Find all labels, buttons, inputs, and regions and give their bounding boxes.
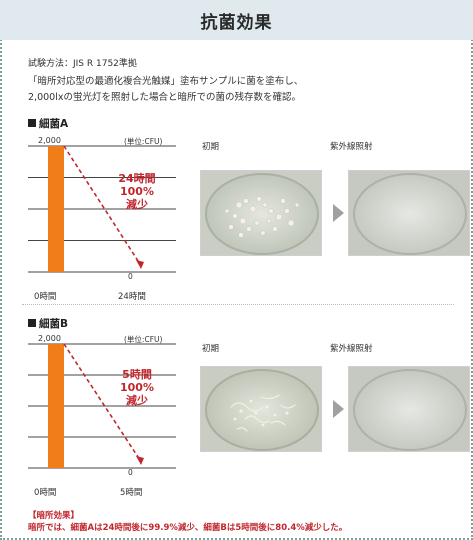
chart-a-annotation: 24時間 100% 減少	[112, 172, 162, 211]
description-line-1: 「暗所対応型の最適化複合光触媒」塗布サンプルに菌を塗布し、	[28, 76, 304, 87]
photo-a-initial-label: 初期	[202, 142, 220, 152]
chart-b-annotation-pct: 100%	[120, 381, 154, 394]
chart-b-ymax-label: 2,000	[38, 334, 61, 343]
chart-a-arrowhead	[136, 260, 144, 269]
chart-b-decline-line	[63, 343, 141, 461]
petri-dish-b-uv	[348, 366, 470, 452]
chart-b-xlabel-1: 5時間	[120, 488, 143, 498]
photo-b-uv-label: 紫外線照射	[330, 344, 373, 354]
photo-b-initial-label: 初期	[202, 344, 220, 354]
chart-b-zero-label: 0	[128, 468, 133, 477]
arrow-right-icon	[333, 400, 344, 418]
chart-b-annotation-word: 減少	[126, 394, 148, 407]
chart-a-annotation-time: 24時間	[118, 172, 156, 185]
chart-bacteria-a: (単位:CFU) 2,000 0 0時間 24時間 24時間 100% 減少	[28, 132, 188, 302]
chart-a-xlabel-1: 24時間	[118, 292, 146, 302]
chart-a-xlabel-0: 0時間	[34, 292, 57, 302]
result-heading: 【暗所効果】	[28, 511, 80, 521]
chart-a-bar-0	[48, 146, 64, 272]
section-b-title: 細菌B	[39, 318, 69, 330]
chart-a-zero-label: 0	[128, 272, 133, 281]
section-divider	[22, 304, 454, 305]
photo-a-uv-label: 紫外線照射	[330, 142, 373, 152]
petri-dish-a-uv	[348, 170, 470, 256]
chart-b-unit: (単位:CFU)	[124, 335, 163, 344]
chart-b-annotation: 5時間 100% 減少	[112, 368, 162, 407]
chart-a-annotation-pct: 100%	[120, 185, 154, 198]
petri-dish-a-initial	[200, 170, 322, 256]
square-bullet-icon	[28, 119, 36, 127]
section-label-b: 細菌B	[28, 316, 68, 331]
chart-a-svg	[28, 145, 176, 273]
chart-b-xlabel-0: 0時間	[34, 488, 57, 498]
chart-b-annotation-time: 5時間	[122, 368, 152, 381]
page-title: 抗菌効果	[200, 12, 273, 33]
chart-a-ymax-label: 2,000	[38, 136, 61, 145]
petri-dish-b-initial	[200, 366, 322, 452]
chart-a-annotation-word: 減少	[126, 198, 148, 211]
description-line-2: 2,000lxの蛍光灯を照射した場合と暗所での菌の残存数を確認。	[28, 92, 301, 103]
chart-b-bar-0	[48, 344, 64, 468]
chart-a-decline-line	[63, 145, 141, 265]
description: 「暗所対応型の最適化複合光触媒」塗布サンプルに菌を塗布し、 2,000lxの蛍光…	[28, 74, 458, 106]
section-label-a: 細菌A	[28, 116, 68, 131]
title-bar: 抗菌効果	[0, 0, 473, 40]
chart-b-arrowhead	[136, 456, 144, 465]
result-text: 暗所では、細菌Aは24時間後に99.9%減少、細菌Bは5時間後に80.4%減少し…	[28, 523, 348, 533]
arrow-right-icon	[333, 204, 344, 222]
result-note: 【暗所効果】 暗所では、細菌Aは24時間後に99.9%減少、細菌Bは5時間後に8…	[28, 510, 347, 534]
chart-b-svg	[28, 343, 176, 469]
test-method: 試験方法：JIS R 1752準拠	[28, 59, 137, 69]
chart-bacteria-b: (単位:CFU) 2,000 0 0時間 5時間 5時間 100% 減少	[28, 332, 188, 498]
square-bullet-icon	[28, 319, 36, 327]
chart-a-unit: (単位:CFU)	[124, 137, 163, 146]
section-a-title: 細菌A	[39, 118, 69, 130]
